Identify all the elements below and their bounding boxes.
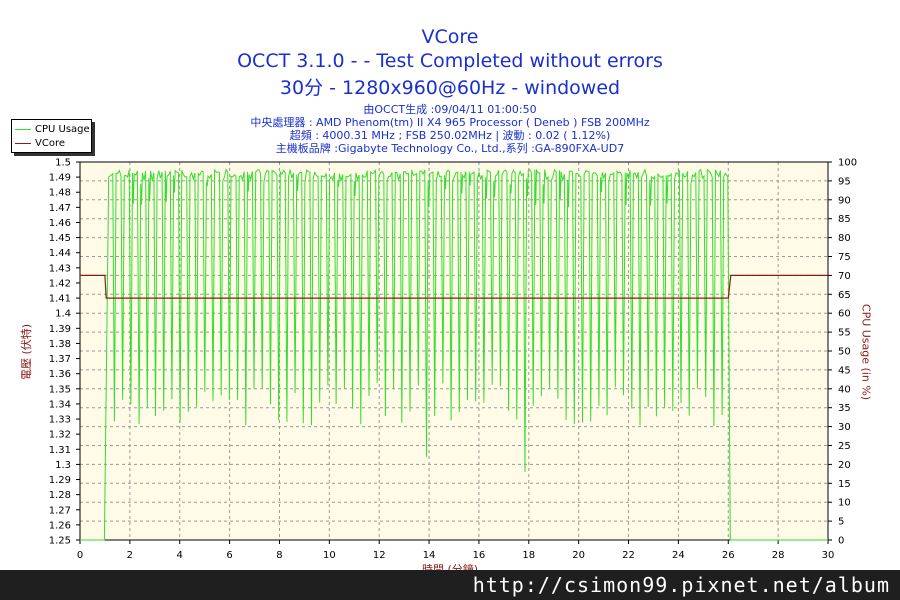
- x-tick-label: 4: [177, 550, 183, 561]
- y-left-tick-label: 1.4: [55, 309, 71, 320]
- x-tick-label: 12: [373, 550, 386, 561]
- x-tick-label: 6: [226, 550, 232, 561]
- y-left-tick-label: 1.39: [49, 324, 71, 335]
- y-left-tick-label: 1.3: [55, 460, 71, 471]
- y-left-tick-label: 1.25: [49, 536, 71, 547]
- x-tick-label: 22: [622, 550, 635, 561]
- y-right-tick-label: 60: [838, 309, 851, 320]
- chart-subtitle-2: 30分 - 1280x960@60Hz - windowed: [279, 77, 621, 99]
- y-left-tick-label: 1.27: [49, 505, 71, 516]
- info-cpu: 中央處理器 : AMD Phenom(tm) II X4 965 Process…: [250, 116, 650, 129]
- y-right-tick-label: 85: [838, 214, 851, 225]
- y-axis-label-right: CPU Usage (in %): [859, 303, 873, 401]
- y-right-tick-label: 20: [838, 460, 851, 471]
- y-left-tick-label: 1.43: [49, 263, 71, 274]
- x-tick-label: 28: [772, 550, 785, 561]
- x-tick-label: 2: [127, 550, 133, 561]
- y-right-tick-label: 15: [838, 479, 851, 490]
- series-line-cpu-usage: [80, 168, 828, 541]
- y-right-tick-label: 40: [838, 384, 851, 395]
- y-right-tick-label: 35: [838, 403, 851, 414]
- y-left-tick-label: 1.35: [49, 384, 71, 395]
- y-left-tick-label: 1.49: [49, 173, 71, 184]
- y-left-tick-label: 1.26: [49, 520, 71, 531]
- x-tick-label: 30: [822, 550, 835, 561]
- y-left-tick-label: 1.37: [49, 354, 71, 365]
- y-left-tick-label: 1.41: [49, 294, 71, 305]
- watermark-text: http://csimon99.pixnet.net/album: [472, 573, 890, 597]
- y-left-tick-label: 1.47: [49, 203, 71, 214]
- y-left-tick-label: 1.32: [49, 430, 71, 441]
- legend-swatch-vcore: [15, 143, 31, 144]
- x-tick-label: 16: [473, 550, 486, 561]
- y-left-tick-label: 1.38: [49, 339, 71, 350]
- x-tick-label: 0: [77, 550, 83, 561]
- y-right-tick-label: 70: [838, 271, 851, 282]
- legend-item-vcore: VCore: [15, 137, 65, 150]
- y-left-tick-label: 1.33: [49, 415, 71, 426]
- y-left-tick-label: 1.36: [49, 369, 71, 380]
- y-right-tick-label: 75: [838, 252, 851, 263]
- chart-title: VCore: [421, 26, 479, 48]
- legend-label-vcore: VCore: [35, 138, 65, 149]
- watermark-bar: http://csimon99.pixnet.net/album: [0, 570, 900, 600]
- y-right-tick-label: 50: [838, 347, 851, 358]
- y-left-tick-label: 1.48: [49, 188, 71, 199]
- x-tick-label: 14: [423, 550, 436, 561]
- y-left-tick-label: 1.28: [49, 490, 71, 501]
- y-left-tick-label: 1.29: [49, 475, 71, 486]
- y-left-tick-label: 1.44: [49, 248, 71, 259]
- x-tick-label: 18: [522, 550, 535, 561]
- y-right-tick-label: 45: [838, 365, 851, 376]
- x-tick-label: 20: [572, 550, 585, 561]
- legend-label-cpu-usage: CPU Usage: [35, 124, 90, 135]
- chart-subtitle-1: OCCT 3.1.0 - - Test Completed without er…: [237, 50, 663, 72]
- y-right-tick-label: 5: [838, 517, 844, 528]
- series-line-vcore: [80, 274, 828, 299]
- chart-legend: CPU Usage VCore: [11, 119, 92, 153]
- x-tick-label: 24: [672, 550, 685, 561]
- y-right-tick-label: 100: [838, 158, 857, 169]
- y-right-tick-label: 90: [838, 195, 851, 206]
- info-motherboard: 主機板品牌 :Gigabyte Technology Co., Ltd.,系列 …: [275, 142, 625, 155]
- legend-item-cpu-usage: CPU Usage: [15, 123, 90, 136]
- x-tick-label: 8: [276, 550, 282, 561]
- x-tick-label: 26: [722, 550, 735, 561]
- y-left-tick-label: 1.45: [49, 233, 71, 244]
- y-right-tick-label: 30: [838, 422, 851, 433]
- y-left-tick-label: 1.31: [49, 445, 71, 456]
- y-left-tick-label: 1.46: [49, 218, 71, 229]
- y-right-tick-label: 0: [838, 536, 844, 547]
- y-right-tick-label: 25: [838, 441, 851, 452]
- legend-swatch-cpu-usage: [15, 129, 31, 130]
- y-right-tick-label: 65: [838, 290, 851, 301]
- y-right-tick-label: 10: [838, 498, 851, 509]
- info-overclock: 超頻 : 4000.31 MHz ; FSB 250.02MHz | 波動 : …: [289, 129, 611, 142]
- info-generated: 由OCCT生成 :09/04/11 01:00:50: [363, 103, 537, 116]
- y-left-tick-label: 1.5: [55, 158, 71, 169]
- y-left-tick-label: 1.42: [49, 278, 71, 289]
- y-axis-label-left: 電壓 (伏特): [20, 323, 33, 381]
- y-right-tick-label: 80: [838, 233, 851, 244]
- y-left-tick-label: 1.34: [49, 399, 71, 410]
- y-right-tick-label: 95: [838, 176, 851, 187]
- x-tick-label: 10: [323, 550, 336, 561]
- y-right-tick-label: 55: [838, 328, 851, 339]
